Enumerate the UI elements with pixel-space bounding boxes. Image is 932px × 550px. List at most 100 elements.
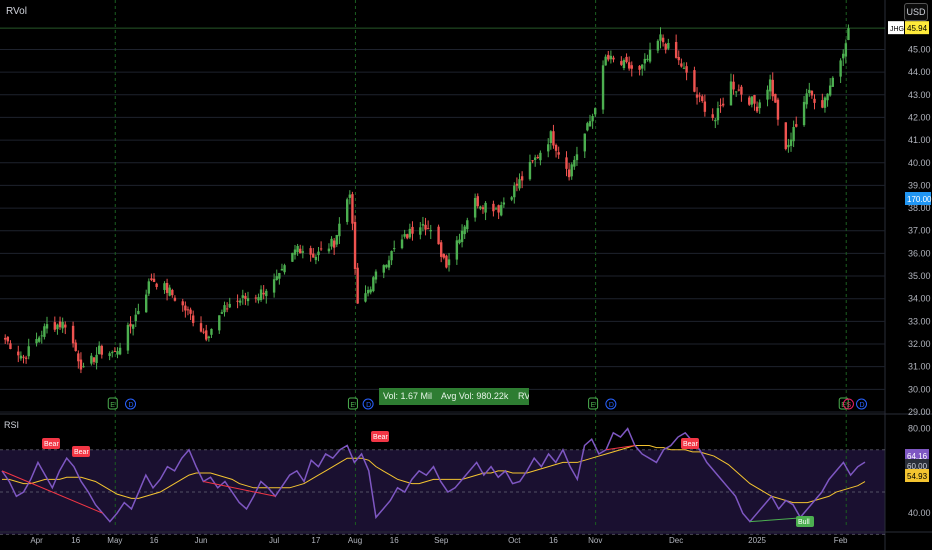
candle-body [155,283,158,287]
candle-body [372,277,375,292]
candle-body [805,93,808,105]
candle-body [400,239,404,249]
candle-body [275,276,278,280]
candle-body [202,331,205,333]
candle-body [549,131,553,143]
time-tick-label: Feb [834,536,848,545]
candle-body [346,199,349,222]
candle-body [56,324,59,330]
candle-body [220,312,224,314]
candle-body [531,160,534,162]
earnings-marker[interactable] [838,397,849,410]
time-tick-label: May [107,536,122,545]
candle-body [184,305,187,311]
candle-body [557,152,560,155]
candle-body [241,295,244,298]
candle-body [129,323,132,327]
candle-body [609,55,613,60]
candle-body [481,207,485,210]
dividend-marker-text: D [860,402,865,409]
candle-body [458,239,461,244]
candle-body [95,354,98,363]
rsi-line [1,427,866,523]
earnings-marker[interactable] [588,397,599,410]
candle-body [494,208,498,210]
candle-body [737,89,741,91]
price-tick-label: 39.00 [908,180,931,190]
earnings-marker[interactable] [347,397,358,410]
candle-body [189,309,192,314]
candle-body [695,94,699,98]
candle-body [35,338,38,344]
candle-body [317,251,320,256]
rsi-upper-badge [905,459,929,472]
rsi-value-badge-text: 64.16 [907,452,928,461]
time-tick-label: 17 [311,536,320,545]
rsi-panel-title: RSI [4,420,20,430]
candle-body [768,79,772,92]
candle-body [771,79,774,97]
price-tick-label: 32.00 [908,339,931,349]
candle-body [664,43,667,50]
candle-body [403,234,406,237]
candle-body [207,336,211,339]
candle-body [356,267,359,304]
bear-label-text: Bear [74,449,89,456]
candle-body [437,226,440,245]
candle-body [484,202,487,213]
candle-body [518,179,521,189]
candle-body [90,355,93,364]
candle-body [575,154,579,161]
dividend-marker[interactable] [362,398,374,410]
candle-body [9,343,12,350]
price-tick-label: 41.00 [908,135,931,145]
last-price-badge [905,21,929,35]
candle-body [173,297,177,301]
candle-body [225,308,229,310]
candle-body [163,283,166,290]
time-tick-label: 16 [549,536,558,545]
candle-body [758,102,761,109]
candle-body [460,230,464,243]
candle-body [293,249,297,255]
candle-body [205,330,208,340]
candle-body [100,345,104,355]
candle-body [118,347,122,355]
candle-body [795,124,798,127]
volume-text: Vol: 1.67 Mil [383,391,433,401]
earnings-marker-text: E [350,402,355,409]
rsi-band [0,449,885,535]
dividend-marker[interactable] [856,398,868,410]
candle-body [439,242,443,257]
rsi-tick-label: 40.00 [908,508,931,518]
candle-body [701,96,704,102]
candle-body [301,251,305,253]
candle-body [228,303,231,308]
price-tick-label: 37.00 [908,226,931,236]
candle-body [721,103,725,106]
candle-body [113,351,117,353]
candle-body [37,337,41,342]
candle-body [385,264,388,268]
marker-badge-text: 170.00 [907,195,932,204]
symbol-badge-text: JHG [890,26,904,33]
split-marker[interactable] [842,398,854,410]
candle-body [476,196,479,207]
currency-button[interactable]: USD [904,3,928,21]
dividend-marker[interactable] [605,398,617,410]
marker-badge [905,192,931,205]
candle-body [661,37,665,43]
candle-body [191,315,195,323]
candle-body [570,164,573,177]
candle-body [406,234,409,239]
candle-body [734,91,738,93]
candle-body [445,255,448,268]
earnings-marker[interactable] [107,397,118,410]
dividend-marker[interactable] [125,398,137,410]
dividend-marker-text: D [366,402,371,409]
candle-body [348,194,352,198]
candle-body [740,86,743,95]
candle-body [144,294,148,313]
candle-body [591,116,594,122]
